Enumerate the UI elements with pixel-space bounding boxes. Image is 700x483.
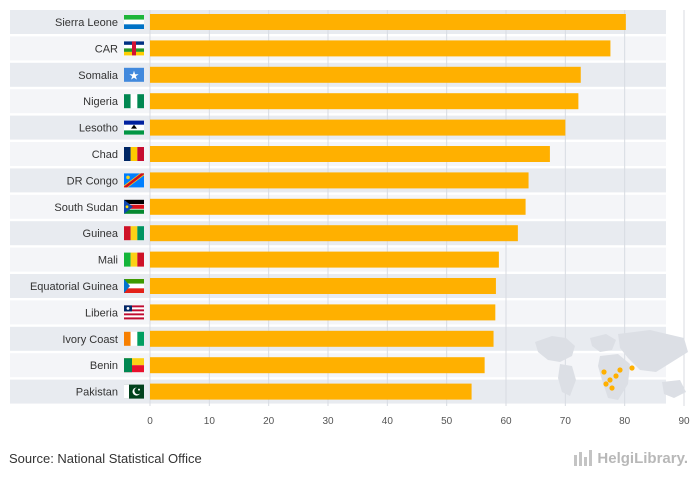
map-landmass: [558, 364, 576, 396]
x-axis-ticks: 0 10 20 30 40 50 60 70 80 90: [147, 416, 690, 427]
category-label: Mali: [98, 255, 118, 267]
liberia-flag-icon: [124, 305, 144, 320]
x-tick-label: 30: [322, 416, 334, 427]
category-label: Pakistan: [76, 387, 118, 399]
bar-lesotho: [150, 119, 566, 136]
x-tick-label: 50: [441, 416, 453, 427]
chad-flag-icon: [124, 147, 144, 161]
ivory-coast-flag-icon: [124, 331, 144, 346]
chart-svg: Sierra Leone CAR Somalia Nigeria Lesotho Chad…: [10, 10, 690, 427]
pakistan-flag-icon: [124, 384, 144, 399]
brand-name: HelgiLibrary.: [597, 449, 688, 467]
bar-pakistan: [150, 383, 472, 400]
x-tick-label: 10: [204, 416, 216, 427]
bar-liberia: [150, 304, 496, 321]
map-highlight: [607, 377, 613, 383]
flags: [124, 15, 144, 399]
nigeria-flag-icon: [124, 94, 144, 109]
bar-car: [150, 40, 611, 57]
south-sudan-flag-icon: [124, 199, 144, 214]
car-flag-icon: [124, 41, 144, 56]
category-label: South Sudan: [54, 202, 118, 214]
x-tick-label: 80: [619, 416, 631, 427]
sierra-leone-flag-icon: [124, 15, 144, 29]
map-landmass: [590, 334, 616, 352]
map-highlight: [617, 367, 623, 373]
bar-equatorial-guinea: [150, 278, 496, 294]
somalia-flag-icon: [124, 67, 144, 82]
equatorial-guinea-flag-icon: [124, 279, 144, 293]
bar-chad: [150, 146, 550, 162]
source-note: Source: National Statistical Office: [9, 451, 202, 466]
helgilibrary-logo-icon: [574, 450, 593, 466]
category-label: Somalia: [78, 70, 119, 82]
lesotho-flag-icon: [124, 120, 144, 135]
category-label: CAR: [95, 43, 118, 55]
bar-dr-congo: [150, 172, 529, 189]
map-landmass: [618, 330, 688, 372]
x-tick-label: 60: [500, 416, 512, 427]
bars: [150, 14, 626, 400]
category-label: Equatorial Guinea: [30, 281, 119, 293]
category-label: Ivory Coast: [62, 334, 118, 346]
bar-nigeria: [150, 93, 579, 110]
dr-congo-flag-icon: [124, 173, 144, 188]
bar-somalia: [150, 66, 581, 83]
bar-chart: Sierra Leone CAR Somalia Nigeria Lesotho Chad…: [10, 10, 690, 427]
category-label: Liberia: [85, 307, 119, 319]
map-highlight: [601, 369, 607, 375]
mali-flag-icon: [124, 252, 144, 267]
x-tick-label: 20: [263, 416, 275, 427]
world-map-icon: [535, 330, 688, 400]
category-label: Sierra Leone: [55, 17, 118, 29]
bar-mali: [150, 251, 499, 268]
guinea-flag-icon: [124, 226, 144, 241]
bar-sierra-leone: [150, 14, 626, 30]
bar-guinea: [150, 225, 518, 242]
x-tick-label: 70: [560, 416, 572, 427]
category-label: Chad: [92, 149, 118, 161]
category-label: Nigeria: [83, 96, 119, 108]
footer: Source: National Statistical Office Helg…: [0, 440, 700, 483]
brand[interactable]: HelgiLibrary.: [573, 449, 688, 467]
category-label: Guinea: [83, 228, 119, 240]
map-highlight: [603, 381, 609, 387]
map-highlight: [609, 385, 615, 391]
category-label: Lesotho: [79, 123, 118, 135]
map-landmass: [535, 336, 575, 362]
map-landmass: [662, 380, 686, 398]
category-label: Benin: [90, 360, 118, 372]
map-highlight: [629, 365, 635, 371]
category-labels: Sierra Leone CAR Somalia Nigeria Lesotho Chad…: [30, 17, 119, 399]
bar-benin: [150, 357, 485, 374]
x-tick-label: 0: [147, 416, 153, 427]
category-label: DR Congo: [67, 175, 118, 187]
bar-south-sudan: [150, 198, 526, 215]
map-highlight: [613, 373, 619, 379]
benin-flag-icon: [124, 358, 144, 373]
x-tick-label: 40: [382, 416, 394, 427]
bar-ivory-coast: [150, 330, 494, 347]
x-tick-label: 90: [678, 416, 690, 427]
